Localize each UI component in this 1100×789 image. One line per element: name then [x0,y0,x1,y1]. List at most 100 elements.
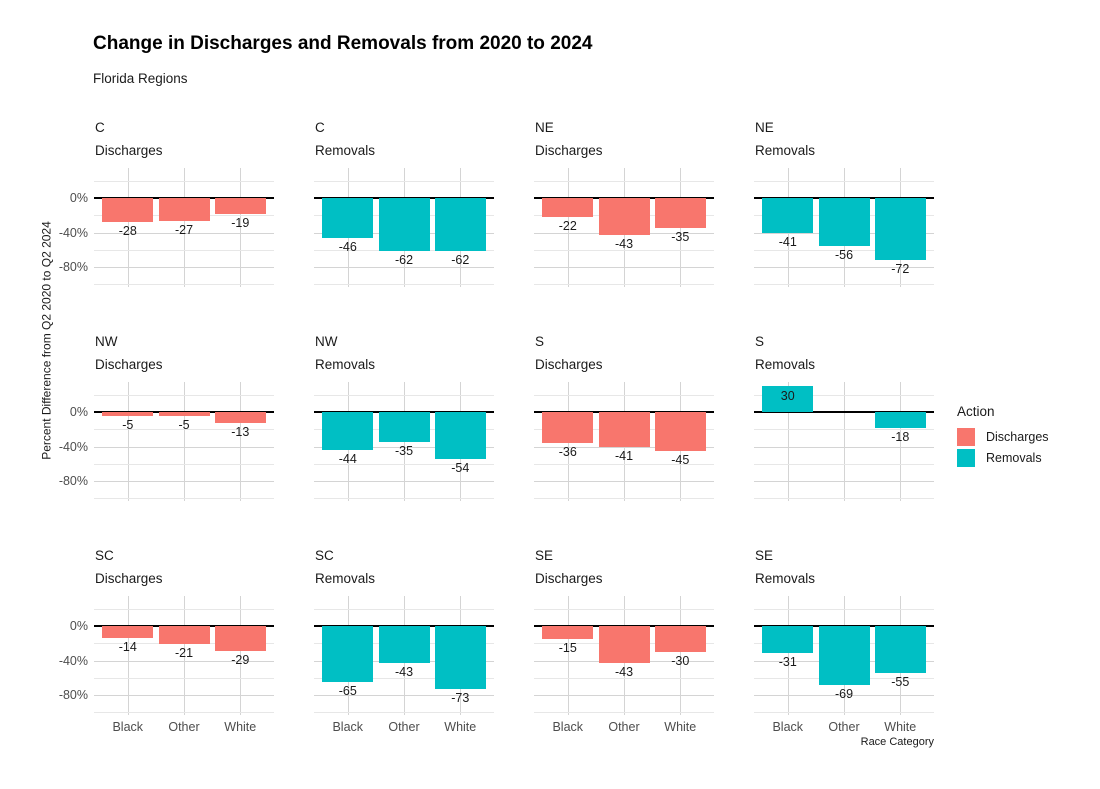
bar [598,198,650,236]
gridline-minor [754,180,934,182]
gridline-minor [754,429,934,431]
y-tick-label: -80% [58,473,88,488]
gridline-major [754,480,934,482]
facet-strip-region: SE [755,548,774,563]
gridline-vertical [184,596,185,715]
facet-strip-region: NW [95,334,118,349]
facet-panel: -14 -21 -29 [94,596,274,715]
gridline-minor [314,608,494,610]
x-tick-label: Other [828,720,860,734]
gridline-minor [94,180,274,182]
bar [598,626,650,664]
bar [434,198,486,252]
gridline-major [534,266,714,268]
gridline-minor [534,463,714,465]
bar [874,198,926,260]
bar [762,386,814,413]
bar-value-label: -43 [614,237,634,252]
facet-panel: -44 -35 -54 [314,382,494,501]
page-subtitle: Florida Regions [93,71,188,86]
gridline-major [314,446,494,448]
gridline-vertical [127,382,129,501]
bar-value-label: -21 [174,646,194,661]
bar-value-label: -55 [891,675,910,690]
y-tick-label: 0% [69,619,88,634]
legend-title: Action [957,404,995,419]
gridline-minor [314,712,494,714]
gridline-minor [314,677,494,679]
bar [322,198,374,238]
facet-strip-region: SC [95,548,114,563]
gridline-minor [94,429,274,431]
bar-value-label: -73 [451,690,470,705]
bar [214,626,266,652]
facet-panel: -41 -56 -72 [754,168,934,287]
facet-strip-action: Removals [755,143,816,158]
bar [102,198,154,223]
facet-panel: -22 -43 -35 [534,168,714,287]
facet-strip-region: NW [315,334,338,349]
gridline-vertical [127,596,129,715]
facet-strip-action: Discharges [535,571,603,586]
gridline-minor [754,394,934,396]
gridline-minor [314,180,494,182]
facet-panel: -15 -43 -30 [534,596,714,715]
bar-value-label: -18 [891,429,910,444]
facet-strip-action: Discharges [95,571,163,586]
gridline-vertical [567,168,569,287]
y-tick-label: -80% [58,259,88,274]
gridline-minor [754,249,934,251]
legend-item-label: Discharges [986,430,1049,444]
bar [102,412,154,417]
facet-strip-region: NE [535,120,554,135]
x-tick-label: Other [168,720,200,734]
gridline-minor [534,677,714,679]
gridline-vertical [567,596,569,715]
y-tick-label: -80% [58,687,88,702]
legend-item: Discharges [957,428,1049,446]
bar [378,412,430,443]
facet-strip-region: NE [755,120,774,135]
y-tick-label: -40% [58,653,88,668]
gridline-major [314,266,494,268]
gridline-minor [754,463,934,465]
gridline-minor [754,498,934,500]
gridline-minor [754,284,934,286]
gridline-minor [534,249,714,251]
legend: Action Discharges Removals [957,404,1049,470]
gridline-vertical [184,168,185,287]
x-tick-label: Black [552,720,584,734]
bar-value-label: -15 [558,641,577,655]
bar-value-label: -5 [178,418,190,433]
y-tick-label: 0% [69,191,88,206]
bar-value-label: -44 [338,451,357,466]
legend-item-label: Removals [986,451,1042,465]
bar [874,412,926,428]
bar-value-label: -43 [394,665,414,680]
gridline-minor [534,608,714,610]
x-tick-label: Black [112,720,144,734]
facet-strip-action: Discharges [95,357,163,372]
facet-strip-action: Discharges [535,143,603,158]
gridline-minor [314,394,494,396]
gridline-minor [94,249,274,251]
gridline-minor [754,712,934,714]
gridline-major [534,694,714,696]
gridline-minor [754,608,934,610]
facet-panel: -31 -69 -55 [754,596,934,715]
bar-value-label: -56 [834,248,854,263]
bar-value-label: -46 [338,239,357,254]
gridline-vertical [127,168,129,287]
bar-value-label: -29 [231,653,250,668]
bar-value-label: -69 [834,687,854,702]
gridline-vertical [787,382,789,501]
bar [542,198,594,217]
gridline-major [534,480,714,482]
gridline-minor [534,180,714,182]
bar [158,626,210,645]
gridline-vertical [900,382,902,501]
bar-value-label: -41 [614,449,634,464]
gridline-minor [534,284,714,286]
gridline-major [94,480,274,482]
